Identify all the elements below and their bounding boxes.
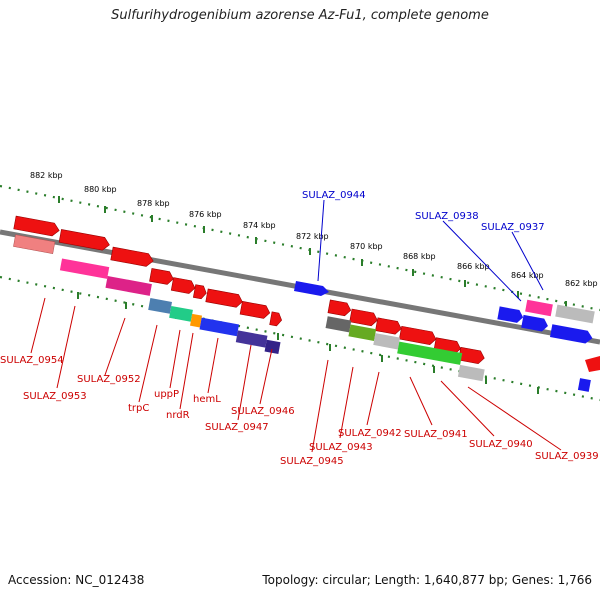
label-SULAZ_0938: SULAZ_0938: [415, 211, 479, 222]
label-SULAZ_0952: SULAZ_0952: [77, 374, 141, 385]
labels-bottom: SULAZ_0954 SULAZ_0953 SULAZ_0952 trpC up…: [0, 355, 599, 467]
gene-red-far-right[interactable]: [585, 356, 600, 372]
label-SULAZ_0945: SULAZ_0945: [280, 456, 344, 467]
label-SULAZ_0943: SULAZ_0943: [309, 442, 373, 453]
ruler-lower: [0, 275, 600, 402]
label-SULAZ_0953: SULAZ_0953: [23, 391, 87, 402]
label-SULAZ_0939: SULAZ_0939: [535, 451, 599, 462]
ruler-upper: [0, 184, 600, 312]
tick-label-866: 866 kbp: [457, 262, 490, 271]
tick-label-876: 876 kbp: [189, 210, 222, 219]
label-SULAZ_0946: SULAZ_0946: [231, 406, 295, 417]
accession-text: Accession: NC_012438: [8, 573, 145, 587]
tick-label-868: 868 kbp: [403, 252, 436, 261]
tick-label-872: 872 kbp: [296, 232, 329, 241]
gene-block-row-left[interactable]: [3, 234, 291, 355]
gene-group-upper-left[interactable]: [5, 215, 291, 327]
gene-pink-0938[interactable]: [525, 299, 553, 317]
label-SULAZ_0942: SULAZ_0942: [338, 428, 402, 439]
callout-lines-blue: [317, 199, 544, 302]
topology-text: Topology: circular; Length: 1,640,877 bp…: [262, 573, 592, 587]
label-uppP: uppP: [154, 389, 179, 400]
page-title: Sulfurihydrogenibium azorense Az-Fu1, co…: [111, 8, 489, 23]
labels-top: SULAZ_0944 SULAZ_0938 SULAZ_0937: [302, 190, 545, 233]
label-SULAZ_0947: SULAZ_0947: [205, 422, 269, 433]
gene-group-blue-right[interactable]: [487, 306, 600, 392]
tick-label-882: 882 kbp: [30, 171, 63, 180]
label-SULAZ_0937: SULAZ_0937: [481, 222, 545, 233]
label-hemL: hemL: [193, 394, 221, 405]
label-trpC: trpC: [128, 403, 149, 414]
gene-block-row-right[interactable]: [321, 316, 489, 382]
ruler-tick-labels: 882 kbp 880 kbp 878 kbp 876 kbp 874 kbp …: [30, 171, 598, 288]
label-SULAZ_0954: SULAZ_0954: [0, 355, 64, 366]
gene-blue-0944[interactable]: [294, 281, 329, 296]
callout-lines-red: [30, 297, 562, 453]
tick-label-878: 878 kbp: [137, 199, 170, 208]
label-SULAZ_0941: SULAZ_0941: [404, 429, 468, 440]
label-nrdR: nrdR: [166, 410, 190, 421]
ruler-major-ticks: [58, 196, 567, 394]
gene-group-upper-right[interactable]: [324, 299, 490, 365]
tick-label-874: 874 kbp: [243, 221, 276, 230]
tick-label-864: 864 kbp: [511, 271, 544, 280]
label-SULAZ_0944: SULAZ_0944: [302, 190, 366, 201]
tick-label-862: 862 kbp: [565, 279, 598, 288]
label-SULAZ_0940: SULAZ_0940: [469, 439, 533, 450]
tick-label-870: 870 kbp: [350, 242, 383, 251]
tick-label-880: 880 kbp: [84, 185, 117, 194]
gene-gray-0937[interactable]: [555, 304, 595, 324]
